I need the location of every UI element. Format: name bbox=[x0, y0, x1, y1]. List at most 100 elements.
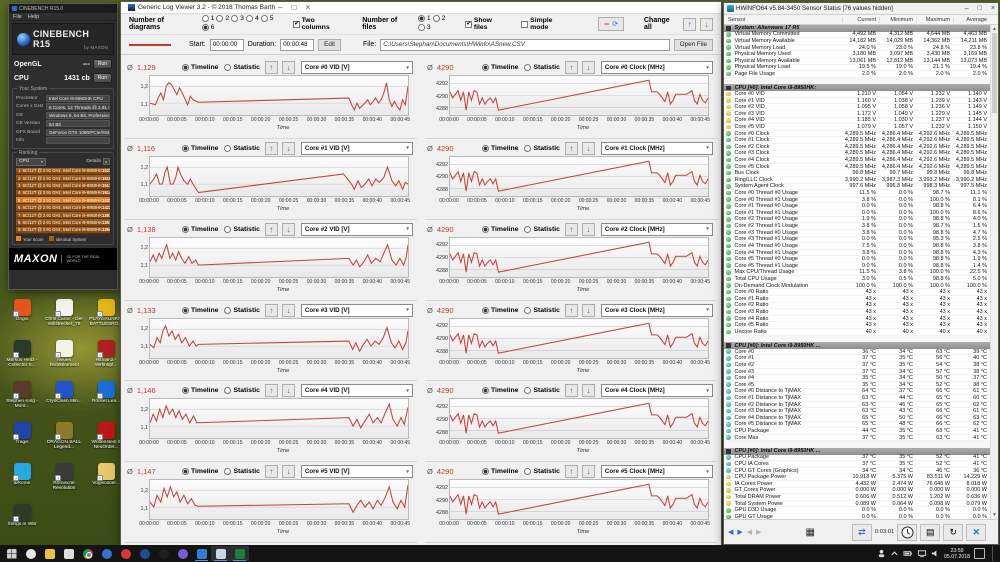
hwinfo-titlebar[interactable]: HWiNFO64 v5.84-3450 Sensor Status [76 va… bbox=[724, 3, 998, 15]
sensor-row[interactable]: Core #3 Clock 4,289.5 MHz 4,286.4 MHz 4,292… bbox=[724, 150, 990, 158]
cinebench-titlebar[interactable]: CINEBENCH R15.0 bbox=[9, 4, 117, 13]
ranking-combo[interactable]: CPU bbox=[16, 157, 46, 166]
menu-file[interactable]: File bbox=[13, 13, 22, 20]
sensor-row[interactable]: CPU IA Cores 37 °C 35 °C 52 °C 41 °C bbox=[724, 461, 990, 468]
move-signal-down-button[interactable]: ↓ bbox=[281, 303, 295, 317]
two-columns-checkbox[interactable]: Two columns bbox=[292, 17, 345, 31]
show-desktop-button[interactable] bbox=[992, 546, 995, 561]
ranking-row[interactable]: 9. 6C/12T @ 2.91 GHz, Intel Core i9-8950… bbox=[16, 226, 110, 235]
sensor-row[interactable]: Virtual Memory Available 14,182 MB 14,029 … bbox=[724, 38, 990, 45]
remove-refresh-button[interactable]: − ⟳ bbox=[598, 17, 624, 31]
action-center-icon[interactable] bbox=[974, 548, 985, 559]
ranking-row[interactable]: 6. 6C/12T @ 2.91 GHz, Intel Core i9-8950… bbox=[16, 204, 110, 212]
sensor-row[interactable]: Core #5 Distance to TjMAX 65 °C 48 °C 66 °C… bbox=[724, 421, 990, 429]
move-signal-down-button[interactable]: ↓ bbox=[581, 465, 595, 479]
scroll-down-arrow[interactable]: ▼ bbox=[992, 512, 997, 518]
sensor-row[interactable]: Core #1 Ratio 43 x 43 x 43 x 43 x bbox=[724, 296, 990, 303]
desktop-icon[interactable]: Songs of War bbox=[2, 504, 42, 527]
statistic-radio[interactable]: Statistic bbox=[524, 64, 560, 71]
cpu-run-button[interactable]: Run bbox=[92, 73, 112, 83]
sensor-row[interactable]: Core #0 Distance to TjMAX 64 °C 37 °C 66 °C… bbox=[724, 388, 990, 396]
sensor-row[interactable]: Total CPU Usage 3.0 % 0.5 % 98.8 % 5.0 % bbox=[724, 276, 990, 283]
qr-code-icon[interactable]: ▦ bbox=[805, 526, 815, 538]
chevron-up-icon[interactable] bbox=[890, 549, 899, 558]
sensor-row[interactable]: Core #4 Thread #0 Usage 7.5 % 0.0 % 98.8 % 3… bbox=[724, 243, 990, 250]
sensor-row[interactable]: Core #4 VID 1.185 V 1.030 V 1.237 V 1.144 V bbox=[724, 117, 990, 125]
opengl-run-button[interactable]: Run bbox=[92, 59, 112, 69]
statistic-radio[interactable]: Statistic bbox=[524, 387, 560, 395]
desktop-icon[interactable]: CryoClash Min... bbox=[44, 381, 84, 404]
col-average[interactable]: Average bbox=[953, 16, 990, 23]
network-icon[interactable] bbox=[917, 549, 927, 558]
nav-arrows[interactable]: ◀ ▶ bbox=[728, 529, 744, 536]
reset-button[interactable]: ↻ bbox=[943, 523, 964, 541]
desktop-icon[interactable]: Markus Heitz - Collector S... bbox=[2, 340, 42, 369]
desktop-icon[interactable]: Wolfenstein II NeuOrder... bbox=[86, 422, 126, 451]
statistic-radio[interactable]: Statistic bbox=[524, 225, 560, 233]
ranking-row[interactable]: 3. 6C/12T @ 2.91 GHz, Intel Core i9-8950… bbox=[16, 182, 110, 190]
sensor-row[interactable]: Core #4 Thread #1 Usage 3.8 % 0.0 % 98.8 % 4… bbox=[724, 250, 990, 257]
statistic-radio[interactable]: Statistic bbox=[224, 225, 260, 233]
sensor-row[interactable]: Core #1 Thread #1 Usage 0.0 % 0.0 % 100.0 %… bbox=[724, 210, 990, 217]
purple-app-taskbar-icon[interactable] bbox=[173, 546, 192, 561]
sensor-row[interactable]: On-Demand Clock Modulation 100.0 % 100.0 %… bbox=[724, 283, 990, 290]
hwinfo-close-button[interactable]: × bbox=[990, 4, 995, 12]
file-count-radio-2[interactable]: 2 bbox=[432, 15, 445, 22]
sensor-row[interactable]: Virtual Memory Load 24.0 % 23.0 % 24.8 % 23.… bbox=[724, 45, 990, 52]
timeline-radio[interactable]: Timeline bbox=[182, 468, 218, 476]
sensor-row[interactable]: Core #4 Clock 4,289.5 MHz 4,286.4 MHz 4,292… bbox=[724, 157, 990, 164]
log-viewer-taskbar-icon[interactable] bbox=[211, 546, 230, 561]
clock-button[interactable] bbox=[897, 523, 918, 541]
move-signal-down-button[interactable]: ↓ bbox=[281, 465, 295, 479]
desktop-icon[interactable]: Vogelbilder... bbox=[86, 463, 126, 486]
start-input[interactable]: 00:00:00 bbox=[209, 38, 244, 51]
desktop-icon[interactable]: Neues Textdokument bbox=[44, 340, 84, 369]
move-signal-up-button[interactable]: ↑ bbox=[264, 61, 278, 74]
chrome-taskbar-icon[interactable] bbox=[78, 546, 97, 561]
statistic-radio[interactable]: Statistic bbox=[524, 144, 560, 152]
sensor-row[interactable]: Core #5 Thread #1 Usage 0.0 % 0.0 % 98.8 % 1… bbox=[724, 263, 990, 270]
sync-person-icon[interactable] bbox=[877, 549, 886, 558]
sensor-row[interactable]: Core #3 Ratio 43 x 43 x 43 x 43 x bbox=[724, 309, 990, 316]
signal-select[interactable]: Core #1 Clock [MHz] ▾ bbox=[600, 141, 713, 155]
diagram-count-radio-2[interactable]: 2 bbox=[216, 15, 229, 22]
sensor-row[interactable]: Core #0 36 °C 34 °C 63 °C 39 °C bbox=[724, 349, 990, 356]
scroll-up-arrow[interactable]: ▲ bbox=[992, 26, 997, 32]
move-signal-up-button[interactable]: ↑ bbox=[564, 465, 578, 479]
timeline-radio[interactable]: Timeline bbox=[482, 225, 518, 233]
sensor-row[interactable]: Core #2 Thread #1 Usage 3.8 % 0.0 % 98.7 % 1… bbox=[724, 223, 990, 230]
sensor-row[interactable]: Core #1 Distance to TjMAX 63 °C 44 °C 65 °C… bbox=[724, 395, 990, 402]
taskbar-clock[interactable]: 23:59 05.07.2018 bbox=[944, 548, 970, 560]
move-signal-up-button[interactable]: ↑ bbox=[564, 141, 578, 155]
maximize-button[interactable]: □ bbox=[291, 2, 297, 12]
sensor-row[interactable]: Core #0 Clock 4,289.5 MHz 4,286.4 MHz 4,292… bbox=[724, 131, 990, 138]
firefox-taskbar-icon[interactable] bbox=[97, 546, 116, 561]
sensor-row[interactable]: Core #0 Thread #1 Usage 3.8 % 0.0 % 100.0 %… bbox=[724, 197, 990, 204]
logviewer-titlebar[interactable]: Generic Log Viewer 3.2 - © 2018 Thomas B… bbox=[121, 2, 721, 14]
sensor-row[interactable]: Core #2 VID 1.095 V 1.058 V 1.236 V 1.149 V bbox=[724, 104, 990, 111]
signal-select[interactable]: Core #0 Clock [MHz] ▾ bbox=[600, 61, 713, 74]
sensor-row[interactable]: Core #5 VID 1.079 V 1.057 V 1.232 V 1.150 V bbox=[724, 124, 990, 131]
ranking-row[interactable]: 1. 6C/12T @ 2.91 GHz, Intel Core i9-8950… bbox=[16, 167, 110, 175]
signal-select[interactable]: Core #3 VID [V] ▾ bbox=[300, 303, 413, 317]
store-taskbar-icon[interactable] bbox=[59, 546, 78, 561]
sensor-row[interactable]: GT Cores Power 0.000 W 0.000 W 0.000 W 0.000… bbox=[724, 487, 990, 495]
sensor-row[interactable]: CPU Package Power 10.918 W 5.375 W 83.511 W… bbox=[724, 474, 990, 482]
sensor-row[interactable]: Core #3 Thread #1 Usage 0.0 % 0.0 % 95.3 % 2… bbox=[724, 236, 990, 244]
sensor-row[interactable]: Total DRAM Power 0.606 W 0.512 W 1.202 W 0.6… bbox=[724, 494, 990, 501]
sensor-row[interactable]: Core #2 Distance to TjMAX 63 °C 46 °C 65 °C… bbox=[724, 402, 990, 409]
speaker-icon[interactable] bbox=[931, 549, 940, 558]
sensor-row[interactable]: Core #5 35 °C 34 °C 52 °C 38 °C bbox=[724, 382, 990, 389]
sensor-row[interactable]: Uncore Ratio 40 x 40 x 40 x 40 x bbox=[724, 329, 990, 336]
move-signal-up-button[interactable]: ↑ bbox=[564, 303, 578, 317]
sensor-row[interactable]: Core Max 37 °C 35 °C 63 °C 41 °C bbox=[724, 435, 990, 442]
move-signal-down-button[interactable]: ↓ bbox=[281, 141, 295, 155]
ranking-row[interactable]: 8. 6C/12T @ 2.91 GHz, Intel Core i9-8950… bbox=[16, 219, 110, 227]
open-file-button[interactable]: Open File bbox=[673, 38, 713, 51]
desktop-icon[interactable]: Römische Revolution bbox=[44, 463, 84, 492]
desktop-icon[interactable]: DRAGON BALL Legend... bbox=[44, 422, 84, 451]
sensor-row[interactable]: Physical Memory Available 13,061 MB 12,812… bbox=[724, 58, 990, 65]
blue-app-taskbar-icon[interactable] bbox=[192, 546, 211, 561]
diagram-count-radio-5[interactable]: 5 bbox=[260, 15, 274, 22]
edit-button[interactable]: Edit bbox=[318, 38, 341, 51]
